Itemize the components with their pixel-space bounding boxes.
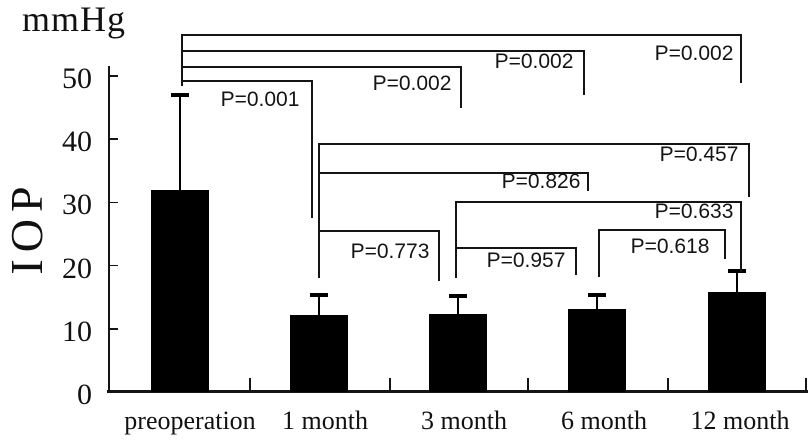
y-tick-label-20: 20 <box>62 251 92 285</box>
y-tick-mark-30 <box>110 201 118 204</box>
x-tick-mark-4 <box>805 378 807 390</box>
p-value-label-preoperation-vs-12-month: P=0.002 <box>654 42 734 65</box>
x-tick-mark-0 <box>249 378 251 390</box>
error-bar-cap-preoperation <box>171 92 189 97</box>
p-value-label-preoperation-vs-3-month: P=0.002 <box>372 72 452 95</box>
comparison-bracket-preoperation-vs-3-month-line <box>181 66 462 68</box>
y-tick-mark-50 <box>110 75 118 77</box>
bar-preoperation <box>151 189 209 392</box>
comparison-bracket-6-month-vs-12-month-left-drop <box>598 229 600 277</box>
comparison-bracket-1-month-vs-3-month-line <box>318 230 440 232</box>
x-tick-mark-1 <box>389 378 391 390</box>
comparison-bracket-1-month-vs-12-month-line <box>318 143 750 145</box>
bar-3-month <box>429 314 487 392</box>
x-tick-mark-3 <box>667 378 669 390</box>
comparison-bracket-1-month-vs-12-month-right-drop <box>748 143 750 197</box>
y-tick-label-10: 10 <box>62 314 92 348</box>
comparison-bracket-3-month-vs-12-month-left-drop <box>455 201 457 278</box>
comparison-bracket-1-month-vs-12-month-left-drop <box>318 143 320 278</box>
comparison-bracket-preoperation-vs-1-month-right-drop <box>311 80 313 218</box>
comparison-bracket-preoperation-vs-6-month-line <box>181 50 585 52</box>
y-tick-mark-10 <box>110 328 118 330</box>
comparison-bracket-6-month-vs-12-month-line <box>598 229 726 231</box>
bar-12-month <box>708 292 766 392</box>
p-value-label-3-month-vs-6-month: P=0.957 <box>486 249 566 272</box>
y-tick-label-30: 30 <box>62 188 92 222</box>
error-bar-cap-6-month <box>588 293 606 298</box>
error-bar-preoperation <box>178 94 182 190</box>
comparison-bracket-1-month-vs-3-month-right-drop <box>438 230 440 281</box>
error-bar-1-month <box>317 295 321 315</box>
y-axis-unit-label: mmHg <box>22 0 127 39</box>
error-bar-6-month <box>595 295 599 309</box>
y-tick-label-40: 40 <box>62 125 92 159</box>
comparison-bracket-1-month-vs-6-month-line <box>318 172 589 174</box>
comparison-bracket-preoperation-vs-12-month-left-drop <box>181 34 183 86</box>
error-bar-12-month <box>735 270 739 293</box>
comparison-bracket-preoperation-vs-12-month-line <box>181 34 742 36</box>
bar-1-month <box>290 314 348 392</box>
x-category-label-3-month: 3 month <box>421 406 507 435</box>
x-category-label-12-month: 12 month <box>690 406 790 435</box>
x-tick-mark-2 <box>527 378 529 390</box>
x-category-label-6-month: 6 month <box>561 406 647 435</box>
comparison-bracket-preoperation-vs-1-month-line <box>181 80 313 82</box>
p-value-label-preoperation-vs-1-month: P=0.001 <box>220 88 300 111</box>
y-axis-line <box>108 66 110 392</box>
x-category-label-preoperation: preoperation <box>124 406 256 435</box>
y-tick-mark-20 <box>110 264 118 267</box>
p-value-label-preoperation-vs-6-month: P=0.002 <box>494 50 574 73</box>
comparison-bracket-3-month-vs-6-month-line <box>455 247 577 249</box>
comparison-bracket-preoperation-vs-6-month-right-drop <box>583 50 585 95</box>
y-tick-label-0: 0 <box>77 378 92 411</box>
comparison-bracket-6-month-vs-12-month-right-drop <box>724 229 726 259</box>
y-tick-label-50: 50 <box>62 62 92 95</box>
p-value-label-3-month-vs-12-month: P=0.633 <box>654 200 734 223</box>
error-bar-3-month <box>456 295 460 315</box>
x-category-label-1-month: 1 month <box>282 406 368 435</box>
p-value-label-1-month-vs-3-month: P=0.773 <box>350 240 430 263</box>
comparison-bracket-3-month-vs-12-month-line <box>455 201 742 203</box>
comparison-bracket-preoperation-vs-3-month-right-drop <box>460 66 462 108</box>
comparison-bracket-preoperation-vs-12-month-right-drop <box>740 34 742 83</box>
p-value-label-1-month-vs-12-month: P=0.457 <box>659 143 739 166</box>
comparison-bracket-3-month-vs-12-month-right-drop <box>740 201 742 272</box>
error-bar-cap-3-month <box>449 293 467 298</box>
p-value-label-6-month-vs-12-month: P=0.618 <box>630 235 710 258</box>
error-bar-cap-1-month <box>310 293 328 298</box>
p-value-label-1-month-vs-6-month: P=0.826 <box>501 170 581 193</box>
bar-6-month <box>568 308 626 392</box>
error-bar-cap-12-month <box>728 268 746 273</box>
y-tick-mark-40 <box>110 138 118 140</box>
comparison-bracket-1-month-vs-6-month-right-drop <box>587 172 589 191</box>
comparison-bracket-3-month-vs-6-month-right-drop <box>575 247 577 275</box>
